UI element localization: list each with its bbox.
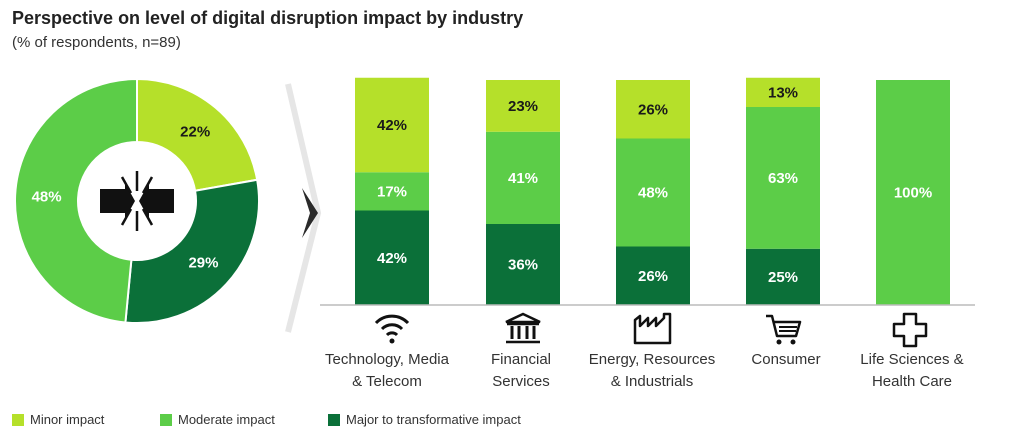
bar-segment-minor [486,80,560,132]
bar-segment-major [355,210,429,305]
bar-segment-minor [355,77,429,173]
industry-label-line: Energy, Resources [588,351,716,368]
bar-segment-minor [616,80,690,139]
medical-cross-icon [892,312,928,348]
legend-swatch-minor [12,413,24,426]
bar-segment-moderate [616,138,690,247]
legend-item-minor: Minor impact [12,412,160,427]
industry-label-line: & Telecom [352,373,422,390]
industry-label-line: Consumer [751,351,821,368]
stacked-bar-chart: 42% 17% 42% 36% 41% 23% 26% 48% 26% 25% 63% 13% 100% [320,77,975,306]
industry-label-line: Services [492,373,550,390]
bar-value-label: 26% [638,101,668,118]
industry-label-line: Financial [490,351,552,368]
chart-title: Perspective on level of digital disrupti… [12,8,524,28]
bar-segment-minor [746,77,820,107]
donut-slice-minor [136,77,259,192]
bar-value-label: 25% [768,269,798,286]
bar-segment-moderate [355,172,429,211]
bar-segment-major [616,246,690,305]
legend-swatch-major [328,413,340,426]
bar-value-label: 42% [377,250,407,267]
industry-label-line: & Industrials [610,373,694,390]
donut-label-minor: 22% [180,124,210,141]
bar-value-label: 17% [377,183,407,200]
chart-subtitle: (% of respondents, n=89) [12,34,181,51]
legend-label: Minor impact [30,412,105,427]
legend-item-major: Major to transformative impact [328,412,521,427]
shopping-cart-icon [766,314,802,345]
donut-chart: 22% 29% 48% [14,77,260,324]
industry-label-line: Technology, Media [325,351,449,368]
legend-label: Major to transformative impact [346,412,521,427]
bar-segment-moderate [746,107,820,249]
bank-icon [505,312,541,344]
legend-swatch-moderate [160,413,172,426]
donut-label-moderate: 48% [32,189,62,206]
industry-label-energy: Energy, Resources & Industrials [577,349,727,393]
transition-arrow [285,83,322,333]
bar-segment-moderate [876,80,950,305]
bar-value-label: 63% [768,170,798,187]
industry-label-consumer: Consumer [711,349,861,371]
industry-label-line: Life Sciences & [860,351,964,368]
legend: Minor impact Moderate impact Major to tr… [12,412,521,427]
donut-slice-major [124,178,260,324]
industry-label-line: Health Care [871,373,953,390]
bar-value-label: 23% [508,98,538,115]
legend-label: Moderate impact [178,412,275,427]
industry-label-technology: Technology, Media & Telecom [312,349,462,393]
bar-segment-major [746,248,820,305]
bar-segment-moderate [486,131,560,224]
donut-label-major: 29% [188,254,218,271]
bar-value-label: 36% [508,257,538,274]
bar-value-label: 100% [894,185,932,202]
bar-value-label: 26% [638,268,668,285]
bar-value-label: 42% [377,117,407,134]
bar-value-label: 41% [508,170,538,187]
industry-label-life-sciences: Life Sciences & Health Care [837,349,987,393]
disruption-impact-icon [100,171,174,231]
bar-value-label: 48% [638,185,668,202]
donut-slice-moderate [14,77,138,324]
wifi-icon [374,314,410,344]
bar-segment-major [486,224,560,305]
industry-label-financial: Financial Services [446,349,596,393]
bar-value-label: 13% [768,84,798,101]
legend-item-moderate: Moderate impact [160,412,328,427]
factory-icon [633,312,672,345]
